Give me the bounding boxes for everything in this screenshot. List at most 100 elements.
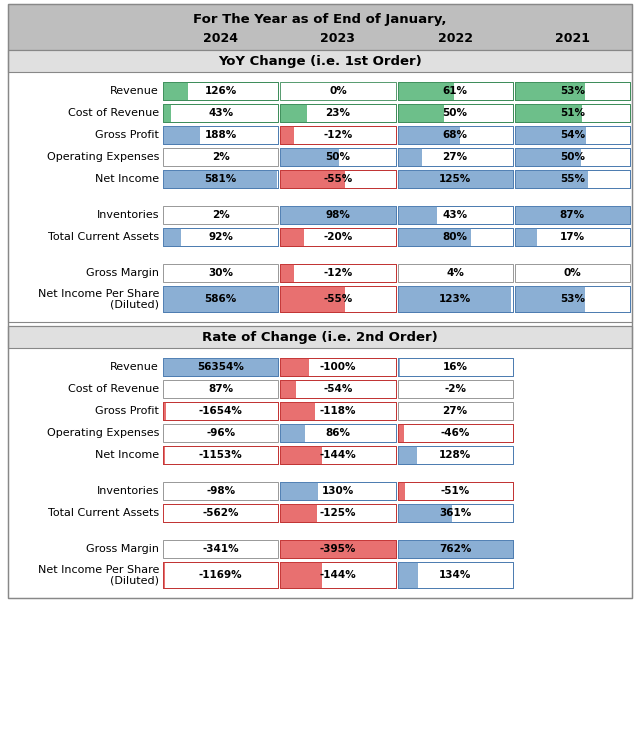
Bar (515, 82, 630, 100)
Text: 2023: 2023 (321, 32, 355, 46)
Bar (163, 504, 164, 522)
Text: 2022: 2022 (438, 32, 472, 46)
Bar (280, 126, 396, 144)
Text: 23%: 23% (325, 108, 350, 118)
Bar (280, 380, 396, 398)
Text: 55%: 55% (560, 174, 585, 184)
Bar (397, 446, 513, 464)
Text: 80%: 80% (443, 232, 468, 242)
Text: 61%: 61% (443, 86, 468, 96)
Bar (515, 104, 630, 122)
Bar (515, 148, 630, 166)
Text: 2%: 2% (212, 152, 230, 162)
Bar (397, 170, 513, 188)
Text: 50%: 50% (560, 152, 585, 162)
Bar (397, 148, 422, 166)
Bar (163, 446, 278, 464)
Bar (280, 380, 396, 398)
Text: -562%: -562% (202, 508, 239, 518)
Bar (397, 286, 511, 312)
Bar (397, 504, 452, 522)
Bar (163, 104, 278, 122)
Text: 128%: 128% (439, 450, 471, 460)
Text: 27%: 27% (443, 406, 468, 416)
Bar (397, 504, 513, 522)
Bar (397, 104, 513, 122)
Bar (8, 50, 632, 322)
Bar (397, 286, 513, 312)
Bar (8, 326, 632, 598)
Bar (280, 562, 396, 588)
Bar (163, 286, 278, 312)
Bar (397, 424, 513, 442)
Text: 68%: 68% (443, 130, 468, 140)
Bar (280, 148, 396, 166)
Bar (515, 228, 630, 246)
Bar (397, 104, 444, 122)
Bar (163, 228, 278, 246)
Text: Revenue: Revenue (110, 86, 159, 96)
Text: 50%: 50% (325, 152, 350, 162)
Bar (163, 482, 278, 500)
Text: -96%: -96% (206, 428, 235, 438)
Text: 98%: 98% (325, 210, 350, 220)
Bar (397, 358, 400, 376)
Text: 50%: 50% (443, 108, 468, 118)
Bar (280, 170, 396, 188)
Bar (515, 170, 630, 188)
Bar (280, 264, 396, 282)
Text: Net Income Per Share
(Diluted): Net Income Per Share (Diluted) (38, 288, 159, 309)
Bar (515, 286, 585, 312)
Bar (280, 402, 396, 420)
Text: 130%: 130% (322, 486, 354, 496)
Bar (280, 206, 396, 224)
Bar (280, 402, 396, 420)
Bar (397, 264, 513, 282)
Bar (163, 446, 278, 464)
Text: -395%: -395% (320, 544, 356, 554)
Text: -46%: -46% (440, 428, 470, 438)
Text: -12%: -12% (323, 268, 353, 278)
Bar (280, 540, 396, 558)
Text: 0%: 0% (329, 86, 347, 96)
Bar (163, 402, 166, 420)
Text: Operating Expenses: Operating Expenses (47, 152, 159, 162)
Bar (280, 358, 396, 376)
Text: -51%: -51% (440, 486, 470, 496)
Bar (280, 446, 396, 464)
Bar (397, 424, 404, 442)
Bar (280, 540, 396, 558)
Text: Gross Profit: Gross Profit (95, 406, 159, 416)
Text: 0%: 0% (563, 268, 581, 278)
Text: 87%: 87% (560, 210, 585, 220)
Text: Total Current Assets: Total Current Assets (48, 232, 159, 242)
Bar (397, 540, 513, 558)
Text: -20%: -20% (323, 232, 353, 242)
Text: Net Income: Net Income (95, 450, 159, 460)
Bar (397, 126, 460, 144)
Bar (280, 126, 396, 144)
Bar (397, 126, 513, 144)
Bar (163, 104, 278, 122)
Bar (515, 206, 630, 224)
Text: Gross Profit: Gross Profit (95, 130, 159, 140)
Bar (515, 286, 630, 312)
Text: -98%: -98% (206, 486, 235, 496)
Bar (163, 170, 278, 188)
Text: -144%: -144% (319, 570, 356, 580)
Bar (163, 358, 278, 376)
Text: 92%: 92% (208, 232, 233, 242)
Bar (163, 380, 278, 398)
Text: 53%: 53% (560, 294, 585, 304)
Text: Total Current Assets: Total Current Assets (48, 508, 159, 518)
Bar (397, 482, 513, 500)
Bar (280, 148, 396, 166)
Bar (515, 228, 537, 246)
Bar (163, 358, 278, 376)
Bar (163, 402, 278, 420)
Bar (8, 4, 632, 598)
Bar (280, 104, 307, 122)
Bar (280, 504, 396, 522)
Bar (280, 104, 396, 122)
Bar (397, 82, 454, 100)
